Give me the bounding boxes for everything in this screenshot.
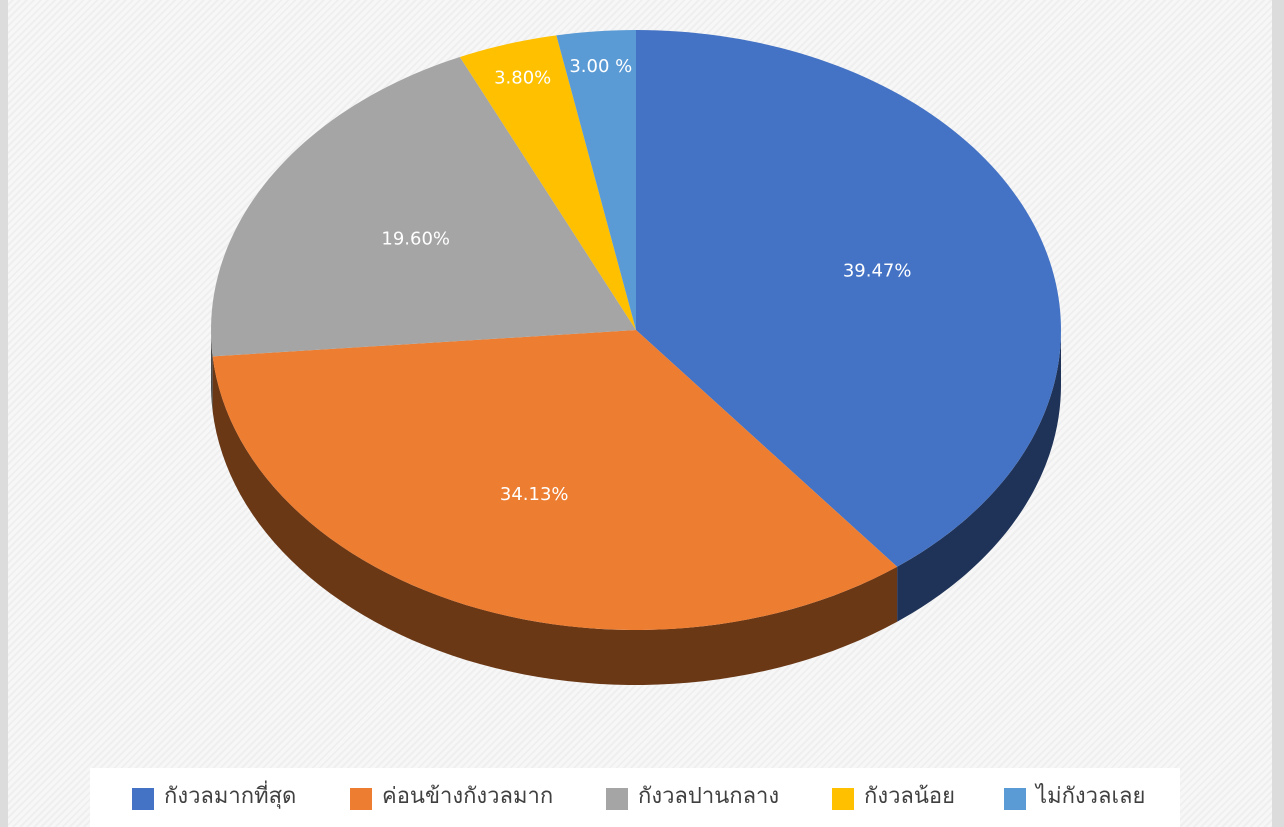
legend-swatch (832, 788, 854, 810)
slice (211, 56, 636, 357)
legend-swatch (132, 788, 154, 810)
slice-side (211, 330, 213, 412)
slice (556, 30, 636, 330)
slice-side (897, 330, 1061, 622)
legend-label: กังวลน้อย (864, 784, 955, 809)
legend-label: ไม่กังวลเลย (1034, 783, 1145, 809)
slice (636, 30, 1061, 567)
legend-swatch (350, 788, 372, 810)
data-label: 39.47% (843, 261, 912, 282)
legend-label: กังวลมากที่สุด (164, 780, 296, 809)
data-label: 19.60% (381, 228, 450, 249)
slice (459, 35, 636, 331)
data-label: 3.80% (494, 67, 551, 88)
left-edge (0, 0, 8, 827)
slice-side (212, 356, 898, 685)
legend-label: กังวลปานกลาง (638, 784, 779, 809)
data-label: 34.13% (500, 484, 569, 505)
legend-swatch (606, 788, 628, 810)
slice (212, 330, 898, 630)
right-edge (1272, 0, 1284, 827)
legend-box (90, 768, 1180, 827)
data-label: 3.00 % (569, 56, 632, 77)
legend-label: ค่อนข้างกังวลมาก (382, 784, 553, 809)
legend-swatch (1004, 788, 1026, 810)
